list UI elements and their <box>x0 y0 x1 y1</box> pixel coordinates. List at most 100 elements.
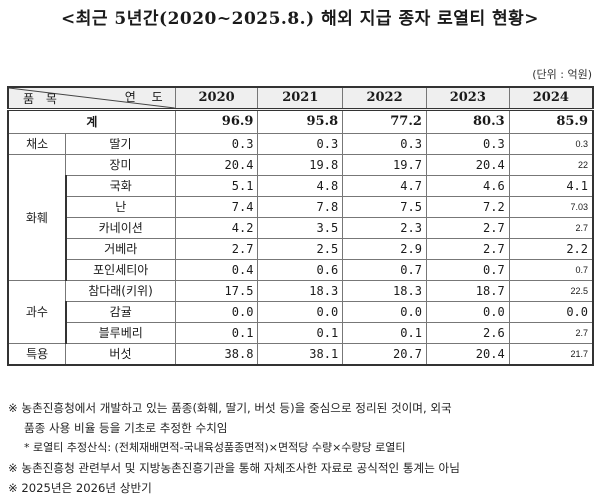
value-cell: 2.7 <box>508 217 594 239</box>
value-cell: 2.7 <box>425 217 510 239</box>
value-cell: 2.9 <box>342 238 427 260</box>
value-cell: 21.7 <box>508 343 594 366</box>
item-cell: 딸기 <box>65 133 176 155</box>
value-cell: 0.6 <box>257 259 344 281</box>
footnote-1: ※ 농촌진흥청에서 개발하고 있는 품종(화훼, 딸기, 버섯 등)을 중심으로… <box>8 401 452 415</box>
value-cell: 4.7 <box>342 175 427 197</box>
value-cell: 20.4 <box>174 154 259 176</box>
value-cell: 18.7 <box>425 280 510 302</box>
year-header-2023: 2023 <box>425 86 510 111</box>
value-cell: 2.7 <box>425 238 510 260</box>
value-cell: 19.8 <box>257 154 344 176</box>
value-cell: 7.03 <box>508 196 594 218</box>
item-cell: 난 <box>64 196 176 218</box>
table-row: 거베라 2.7 2.5 2.9 2.7 2.2 <box>8 238 594 260</box>
value-cell: 3.5 <box>257 217 344 239</box>
value-cell: 2.2 <box>508 238 594 260</box>
table-row: 화훼 장미 20.4 19.8 19.7 20.4 22 <box>7 154 594 281</box>
value-cell: 2.7 <box>174 238 259 260</box>
value-cell: 20.7 <box>342 343 427 366</box>
value-cell: 2.3 <box>342 217 427 239</box>
year-header-2021: 2021 <box>257 86 344 111</box>
value-cell: 0.3 <box>257 133 344 155</box>
value-cell: 7.5 <box>342 196 427 218</box>
value-cell: 0.1 <box>342 322 427 344</box>
value-cell: 20.4 <box>425 343 510 366</box>
item-cell: 장미 <box>65 154 176 176</box>
value-cell: 7.2 <box>425 196 510 218</box>
year-header-2020: 2020 <box>174 86 259 111</box>
unit-label: (단위 : 억원) <box>532 68 592 81</box>
footnote-3: ※ 2025년은 2026년 상반기 <box>8 481 152 495</box>
value-cell: 0.1 <box>174 322 259 344</box>
value-cell: 7.4 <box>174 196 259 218</box>
value-cell: 4.1 <box>508 175 594 197</box>
value-cell: 38.1 <box>257 343 344 366</box>
value-cell: 20.4 <box>425 154 510 176</box>
diagonal-line-icon <box>9 88 175 108</box>
value-cell: 0.3 <box>508 133 594 155</box>
total-cell: 77.2 <box>342 109 427 134</box>
value-cell: 18.3 <box>342 280 427 302</box>
total-row: 계 96.9 95.8 77.2 80.3 85.9 <box>6 109 594 134</box>
value-cell: 0.0 <box>174 301 259 323</box>
category-cell: 화훼 <box>7 154 67 281</box>
value-cell: 2.5 <box>257 238 344 260</box>
year-header-2022: 2022 <box>342 86 427 111</box>
value-cell: 0.7 <box>342 259 427 281</box>
total-cell: 80.3 <box>425 109 510 134</box>
footnote-2: ※ 농촌진흥청 관련부서 및 지방농촌진흥기관을 통해 자체조사한 자료로 공식… <box>8 461 460 475</box>
value-cell: 4.6 <box>425 175 510 197</box>
value-cell: 0.1 <box>257 322 344 344</box>
value-cell: 0.3 <box>342 133 427 155</box>
item-cell: 참다래(키위) <box>65 280 176 302</box>
value-cell: 18.3 <box>257 280 344 302</box>
category-cell: 채소 <box>7 133 67 155</box>
value-cell: 0.0 <box>508 301 594 323</box>
item-cell: 국화 <box>64 175 176 197</box>
value-cell: 0.0 <box>257 301 344 323</box>
value-cell: 17.5 <box>174 280 259 302</box>
header-row: 연 도 품 목 2020 2021 2022 2023 2024 <box>6 86 594 111</box>
value-cell: 7.8 <box>257 196 344 218</box>
value-cell: 22.5 <box>508 280 594 302</box>
value-cell: 2.6 <box>425 322 510 344</box>
table-row: 포인세티아 0.4 0.6 0.7 0.7 0.7 <box>8 259 594 281</box>
total-cell: 95.8 <box>257 109 344 134</box>
table-row: 난 7.4 7.8 7.5 7.2 7.03 <box>8 196 594 218</box>
year-axis-label: 연 도 <box>124 90 169 104</box>
year-header-2024: 2024 <box>508 86 594 111</box>
value-cell: 0.0 <box>425 301 510 323</box>
item-cell: 블루베리 <box>64 322 176 344</box>
value-cell: 0.4 <box>174 259 259 281</box>
table-row: 특용 버섯 38.8 38.1 20.7 20.4 21.7 <box>7 343 594 366</box>
value-cell: 4.2 <box>174 217 259 239</box>
footnote-formula: * 로열티 추정산식: (전체재배면적-국내육성품종면적)×면적당 수량×수량당… <box>24 441 406 454</box>
total-label: 계 <box>6 109 176 134</box>
table-row: 과수 참다래(키위) 17.5 18.3 18.3 18.7 22.5 <box>7 280 594 344</box>
footnote-1-continued: 품종 사용 비율 등을 기초로 추정한 수치임 <box>24 421 228 435</box>
table-row: 국화 5.1 4.8 4.7 4.6 4.1 <box>8 175 594 197</box>
value-cell: 0.0 <box>342 301 427 323</box>
value-cell: 5.1 <box>174 175 259 197</box>
footnotes: ※ 농촌진흥청에서 개발하고 있는 품종(화훼, 딸기, 버섯 등)을 중심으로… <box>8 398 598 498</box>
item-cell: 포인세티아 <box>64 259 176 281</box>
value-cell: 0.7 <box>425 259 510 281</box>
value-cell: 4.8 <box>257 175 344 197</box>
item-cell: 버섯 <box>65 343 176 366</box>
total-cell: 85.9 <box>508 109 594 134</box>
item-axis-label: 품 목 <box>23 92 61 106</box>
value-cell: 2.7 <box>508 322 594 344</box>
table-row: 카네이션 4.2 3.5 2.3 2.7 2.7 <box>8 217 594 239</box>
item-cell: 거베라 <box>64 238 176 260</box>
total-cell: 96.9 <box>174 109 259 134</box>
table-row: 블루베리 0.1 0.1 0.1 2.6 2.7 <box>8 322 594 344</box>
item-cell: 감귤 <box>64 301 176 323</box>
page-title: <최근 5년간(2020~2025.8.) 해외 지급 종자 로열티 현황> <box>60 9 540 29</box>
value-cell: 19.7 <box>342 154 427 176</box>
category-cell: 특용 <box>7 343 67 366</box>
value-cell: 0.7 <box>508 259 594 281</box>
value-cell: 0.3 <box>174 133 259 155</box>
table-row: 채소 딸기 0.3 0.3 0.3 0.3 0.3 <box>7 133 594 155</box>
value-cell: 22 <box>508 154 594 176</box>
